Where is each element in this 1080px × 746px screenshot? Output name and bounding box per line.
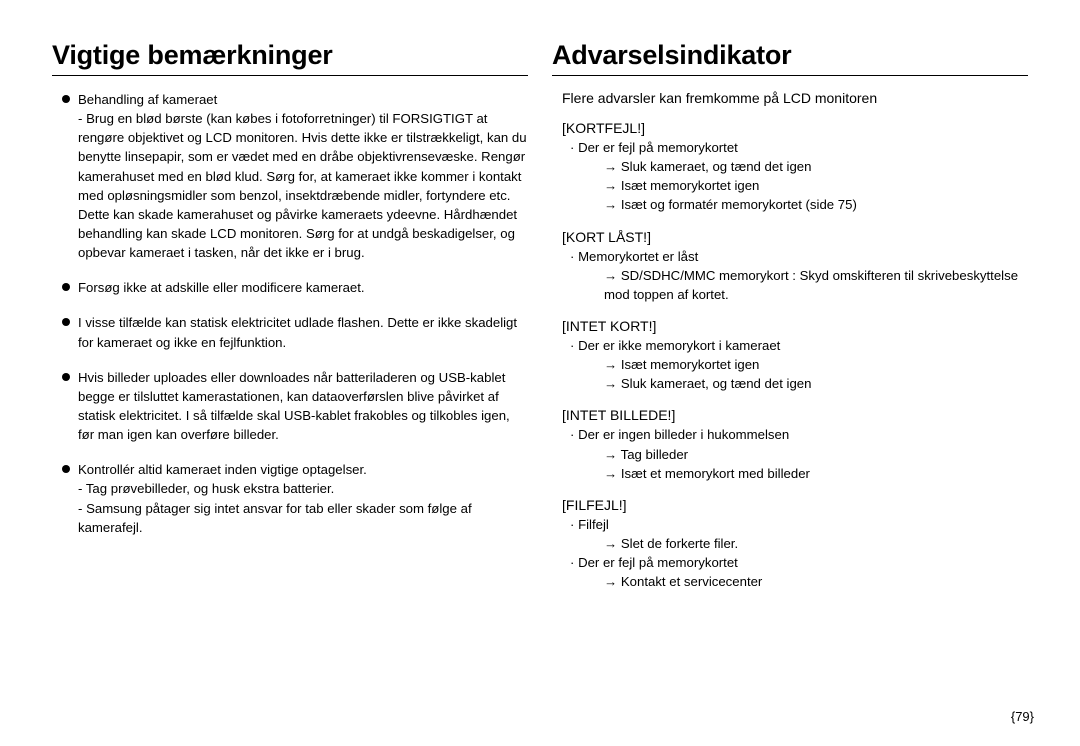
warning-item: Der er ingen billeder i hukommelsen Tag b…: [566, 425, 1028, 482]
warning-remedy: Sluk kameraet, og tænd det igen: [578, 157, 1028, 176]
warning-remedy: Isæt og formatér memorykortet (side 75): [578, 195, 1028, 214]
warning-cause: Der er fejl på memorykortet: [578, 555, 738, 570]
warning-remedy: Isæt memorykortet igen: [578, 355, 1028, 374]
warning-remedy: Kontakt et servicecenter: [578, 572, 1028, 591]
note-subline: Samsung påtager sig intet ansvar for tab…: [78, 499, 528, 537]
note-item: I visse tilfælde kan statisk elektricite…: [62, 313, 528, 351]
warning-section: [INTET BILLEDE!] Der er ingen billeder i …: [562, 407, 1028, 482]
warning-item: Filfejl Slet de forkerte filer.: [566, 515, 1028, 553]
warning-section: [KORT LÅST!] Memorykortet er låst SD/SDHC/…: [562, 229, 1028, 304]
note-item: Forsøg ikke at adskille eller modificere…: [62, 278, 528, 297]
note-subline: Tag prøvebilleder, og husk ekstra batter…: [78, 479, 528, 498]
page-number: 79: [1011, 709, 1034, 724]
right-title: Advarselsindikator: [552, 40, 1028, 71]
note-lead: Forsøg ikke at adskille eller modificere…: [78, 280, 365, 295]
left-title: Vigtige bemærkninger: [52, 40, 528, 71]
warning-remedy: Isæt et memorykort med billeder: [578, 464, 1028, 483]
right-rule: [552, 75, 1028, 76]
left-column: Vigtige bemærkninger Behandling af kamer…: [40, 40, 540, 700]
warning-section: [INTET KORT!] Der er ikke memorykort i ka…: [562, 318, 1028, 393]
note-subline: Brug en blød børste (kan købes i fotofor…: [78, 109, 528, 262]
warning-remedy: Tag billeder: [578, 445, 1028, 464]
warning-code: [INTET KORT!]: [562, 318, 1028, 334]
note-lead: I visse tilfælde kan statisk elektricite…: [78, 315, 517, 349]
note-item: Behandling af kameraet Brug en blød børst…: [62, 90, 528, 262]
warning-item: Der er fejl på memorykortet Sluk kameraet…: [566, 138, 1028, 215]
note-item: Kontrollér altid kameraet inden vigtige …: [62, 460, 528, 537]
warning-cause: Memorykortet er låst: [578, 249, 698, 264]
manual-page: Vigtige bemærkninger Behandling af kamer…: [0, 0, 1080, 700]
warning-section: [KORTFEJL!] Der er fejl på memorykortet Sl…: [562, 120, 1028, 215]
left-rule: [52, 75, 528, 76]
warning-item: Der er ikke memorykort i kameraet Isæt me…: [566, 336, 1028, 393]
important-notes-list: Behandling af kameraet Brug en blød børst…: [62, 90, 528, 537]
warning-cause: Der er ingen billeder i hukommelsen: [578, 427, 789, 442]
warning-section: [FILFEJL!] Filfejl Slet de forkerte filer.…: [562, 497, 1028, 592]
note-lead: Behandling af kameraet: [78, 92, 217, 107]
warning-remedy: Isæt memorykortet igen: [578, 176, 1028, 195]
warning-item: Memorykortet er låst SD/SDHC/MMC memoryko…: [566, 247, 1028, 304]
warning-remedy: Slet de forkerte filer.: [578, 534, 1028, 553]
warning-code: [KORTFEJL!]: [562, 120, 1028, 136]
warning-cause: Filfejl: [578, 517, 609, 532]
warning-remedy: SD/SDHC/MMC memorykort : Skyd omskiftere…: [578, 266, 1028, 304]
note-item: Hvis billeder uploades eller downloades …: [62, 368, 528, 445]
warnings-intro: Flere advarsler kan fremkomme på LCD mon…: [562, 90, 1028, 106]
warning-code: [INTET BILLEDE!]: [562, 407, 1028, 423]
warning-code: [FILFEJL!]: [562, 497, 1028, 513]
note-lead: Kontrollér altid kameraet inden vigtige …: [78, 462, 367, 477]
warning-remedy: Sluk kameraet, og tænd det igen: [578, 374, 1028, 393]
warning-code: [KORT LÅST!]: [562, 229, 1028, 245]
right-column: Advarselsindikator Flere advarsler kan f…: [540, 40, 1040, 700]
note-lead: Hvis billeder uploades eller downloades …: [78, 370, 510, 442]
warning-item: Der er fejl på memorykortet Kontakt et se…: [566, 553, 1028, 591]
warning-cause: Der er fejl på memorykortet: [578, 140, 738, 155]
warnings-list: [KORTFEJL!] Der er fejl på memorykortet Sl…: [552, 120, 1028, 591]
warning-cause: Der er ikke memorykort i kameraet: [578, 338, 780, 353]
